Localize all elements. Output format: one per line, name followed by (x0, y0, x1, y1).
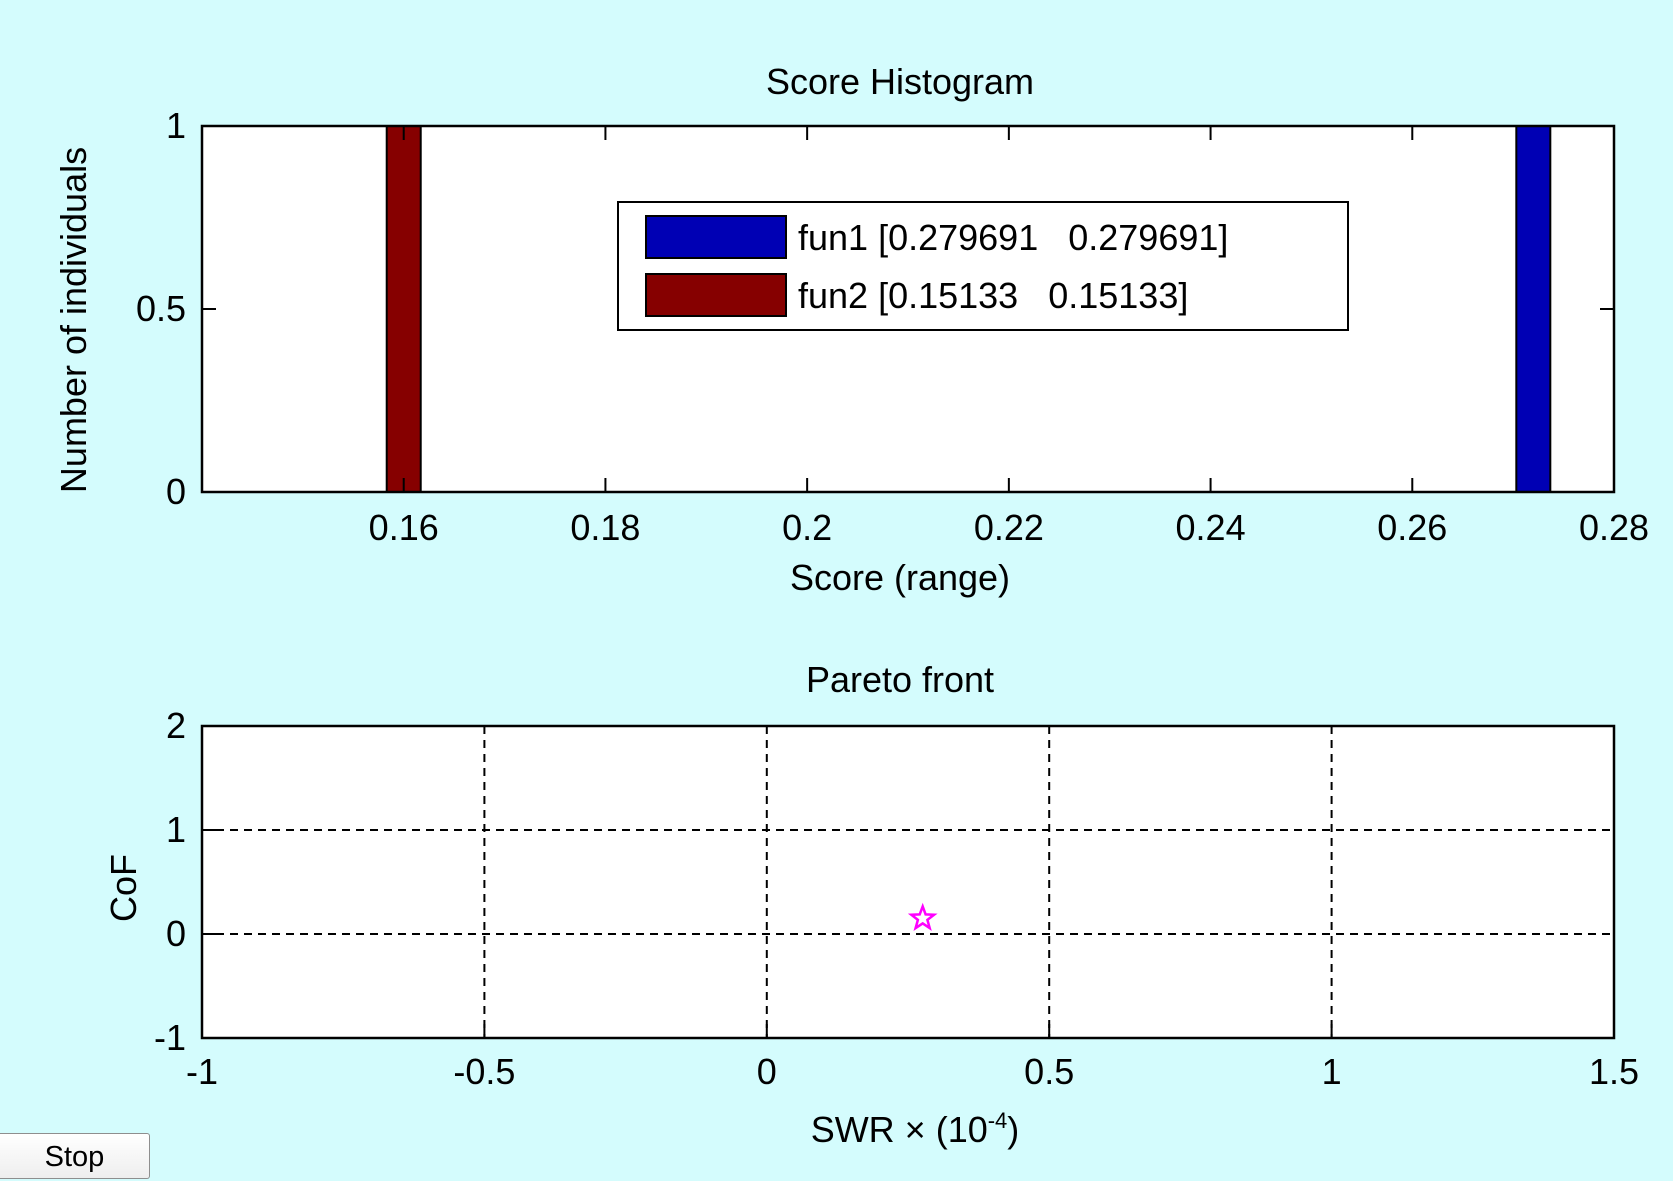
histogram-y-tick-label: 0.5 (136, 288, 186, 329)
histogram-x-tick-label: 0.26 (1377, 507, 1447, 548)
pareto-x-label-text: SWR × (10 (811, 1109, 988, 1150)
histogram-x-tick-label: 0.22 (974, 507, 1044, 548)
legend-swatch-fun1 (645, 215, 787, 259)
histogram-y-tick-label: 1 (166, 105, 186, 146)
pareto-points (907, 902, 938, 932)
legend-label-fun1: fun1 [0.279691 0.279691] (798, 217, 1228, 258)
pareto-x-tick-label: -1 (186, 1051, 218, 1092)
histogram-bar-1-1 (1515, 125, 1552, 493)
pareto-x-tick-label: 0 (757, 1051, 777, 1092)
pareto-axes-box (200, 724, 1616, 1040)
stop-button[interactable]: Stop (0, 1133, 150, 1179)
pareto-plot-area (202, 726, 1614, 1038)
pareto-x-tick-label: -0.5 (453, 1051, 515, 1092)
pareto-x-axis-label: SWR × (10-4) (811, 1108, 1020, 1150)
pareto-y-tick-label: 0 (166, 913, 186, 954)
histogram-y-axis-label: Number of individuals (53, 147, 94, 493)
pareto-title: Pareto front (806, 659, 994, 700)
pareto-y-axis-label: CoF (103, 854, 144, 922)
histogram-x-axis-label: Score (range) (790, 557, 1010, 598)
pareto-point-1 (907, 902, 938, 932)
histogram-y-tick-label: 0 (166, 471, 186, 512)
legend-swatch-fun2 (645, 273, 787, 317)
histogram-title: Score Histogram (766, 61, 1034, 102)
legend-label-fun2: fun2 [0.15133 0.15133] (798, 275, 1188, 316)
histogram-x-tick-label: 0.28 (1579, 507, 1649, 548)
histogram-bar-2-1 (385, 125, 422, 493)
pareto-x-label-exponent: -4 (988, 1108, 1008, 1133)
histogram-x-tick-label: 0.16 (369, 507, 439, 548)
histogram-axes-box (200, 124, 1616, 494)
histogram-x-tick-labels: 0.16 0.18 0.2 0.22 0.24 0.26 0.28 (369, 507, 1649, 548)
pareto-x-tick-labels: -1 -0.5 0 0.5 1 1.5 (186, 1051, 1639, 1092)
histogram-x-tick-label: 0.2 (782, 507, 832, 548)
pareto-panel: Pareto front -1 -0.5 0 0.5 1 1.5 -1 0 1 2 SWR × … (103, 659, 1639, 1150)
pareto-y-tick-label: 2 (166, 705, 186, 746)
pareto-y-tick-label: -1 (154, 1017, 186, 1058)
pareto-x-tick-label: 1.5 (1589, 1051, 1639, 1092)
histogram-legend: fun1 [0.279691 0.279691] fun2 [0.15133 0… (617, 201, 1349, 331)
histogram-y-tick-labels: 00.51 (136, 105, 186, 512)
pareto-x-label-close: ) (1007, 1109, 1019, 1150)
pareto-y-tick-labels: -1 0 1 2 (154, 705, 186, 1058)
histogram-x-tick-label: 0.18 (570, 507, 640, 548)
histogram-panel: Score Histogram 0.16 0.18 0.2 0.22 0.24 0.26 0… (53, 61, 1649, 598)
histogram-x-tick-label: 0.24 (1176, 507, 1246, 548)
pareto-grid (202, 726, 1614, 1038)
pareto-x-tick-label: 0.5 (1024, 1051, 1074, 1092)
pareto-x-tick-label: 1 (1322, 1051, 1342, 1092)
pareto-y-tick-label: 1 (166, 809, 186, 850)
